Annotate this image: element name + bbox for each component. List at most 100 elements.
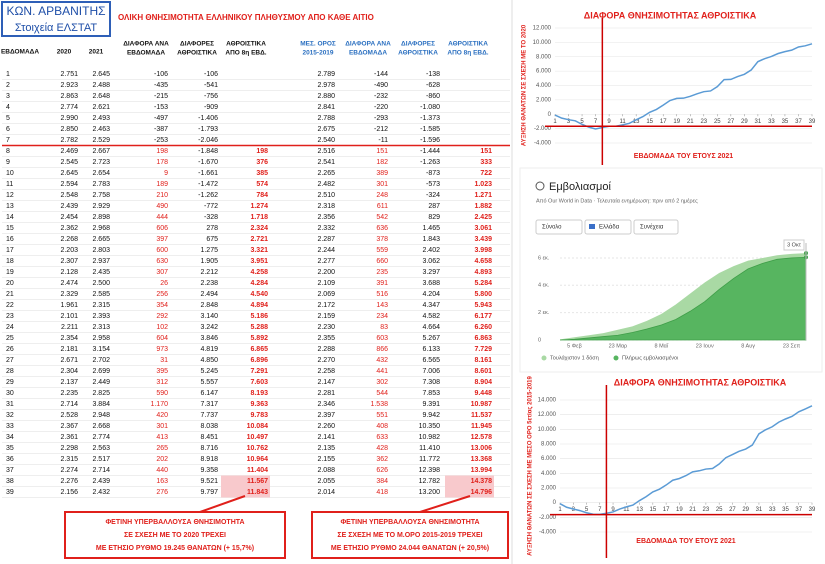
- cell: 2.329: [60, 291, 78, 298]
- cell: 2.648: [92, 93, 110, 100]
- cell: 13.994: [471, 467, 493, 474]
- tooltip-box: [783, 239, 805, 251]
- cell: 397: [156, 236, 168, 243]
- x-tick-label: 35: [782, 507, 789, 513]
- cell: 2.315: [60, 456, 78, 463]
- note-line: ΣΕ ΣΧΕΣΗ ΜΕ ΤΟ 2020 ΤΡΕΧΕΙ: [124, 532, 226, 539]
- cell: 606: [156, 225, 168, 232]
- column-header: ΑΘΡΟΙΣΤΙΚΑ: [177, 50, 217, 57]
- y-tick-label: 0: [548, 112, 552, 118]
- cell: 2.968: [92, 225, 110, 232]
- cell: 5.557: [200, 379, 218, 386]
- cell: 163: [156, 478, 168, 485]
- cell: 10.497: [247, 434, 269, 441]
- y-tick-label: 8.000: [541, 442, 557, 448]
- cell: 287: [428, 203, 440, 210]
- cell: 7.603: [250, 379, 268, 386]
- cell: 2.200: [317, 269, 335, 276]
- cell: 2.803: [92, 247, 110, 254]
- x-tick-label: 21: [687, 119, 694, 125]
- cell: 408: [376, 423, 388, 430]
- cell: 4.664: [422, 324, 440, 331]
- cell: 151: [480, 148, 492, 155]
- cell: 2.898: [92, 214, 110, 221]
- cell: 2.841: [317, 104, 335, 111]
- column-header: ΔΙΑΦΟΡΕΣ: [401, 41, 435, 48]
- column-header: ΔΙΑΦΟΡΑ ΑΝΑ: [123, 41, 169, 48]
- cell: 2.212: [200, 269, 218, 276]
- cell: 2.621: [92, 104, 110, 111]
- control[interactable]: [584, 219, 632, 235]
- cell: 10.350: [419, 423, 441, 430]
- cell: 2.281: [317, 390, 335, 397]
- y-tick-label: 4.000: [541, 471, 557, 477]
- cell: -1.263: [420, 159, 440, 166]
- cell: -1.472: [198, 181, 218, 188]
- x-tick-label: 5: [580, 119, 584, 125]
- x-tick-label: 7: [594, 119, 598, 125]
- y-tick-label: 2.000: [541, 486, 557, 492]
- cell: 2.493: [92, 115, 110, 122]
- cell: 14: [6, 214, 14, 221]
- cell: 2.362: [60, 225, 78, 232]
- cell: -106: [204, 71, 218, 78]
- note-line: ΜΕ ΕΤΗΣΙΟ ΡΥΘΜΟ 24.044 ΘΑΝΑΤΩΝ (+ 20,5%): [331, 545, 489, 552]
- cell: 11.410: [419, 445, 440, 452]
- cell: 441: [376, 368, 388, 375]
- cell: 6.865: [250, 346, 268, 353]
- cell: 603: [376, 335, 388, 342]
- cell: 378: [376, 236, 388, 243]
- cell: 10.762: [247, 445, 269, 452]
- cell: 11.537: [471, 412, 492, 419]
- control[interactable]: [535, 219, 583, 235]
- cell: 362: [376, 456, 388, 463]
- y-tick-label: 6 εκ.: [538, 255, 550, 261]
- cell: 8.161: [474, 357, 492, 364]
- cell: 5.892: [250, 335, 268, 342]
- author: ΚΩΝ. ΑΡΒΑΝΙΤΗΣ: [6, 4, 105, 18]
- cell: 28: [6, 368, 14, 375]
- cell: 10.982: [419, 434, 441, 441]
- note-line: ΣΕ ΣΧΕΣΗ ΜΕ ΤΟ Μ.ΟΡΟ 2015-2019 ΤΡΕΧΕΙ: [337, 532, 482, 539]
- cell: 6.133: [422, 346, 440, 353]
- cell: 8.038: [200, 423, 218, 430]
- cell: 2.702: [92, 357, 110, 364]
- cell: 9.521: [200, 478, 218, 485]
- cell: -1.406: [198, 115, 218, 122]
- cell: 1.274: [250, 203, 268, 210]
- cell: -324: [426, 192, 440, 199]
- cell: 333: [480, 159, 492, 166]
- cell: 2.668: [92, 423, 110, 430]
- cell: 551: [376, 412, 388, 419]
- cell: -1.670: [198, 159, 218, 166]
- cell: -860: [426, 93, 440, 100]
- cell: 2.298: [60, 445, 78, 452]
- x-tick-label: 31: [756, 507, 763, 513]
- cell: 5.800: [474, 291, 492, 298]
- cell: 2.774: [60, 104, 78, 111]
- cell: 2.361: [60, 434, 78, 441]
- cell: 21: [6, 291, 14, 298]
- y-tick-label: 6.000: [536, 69, 552, 75]
- cell: 2.863: [60, 93, 78, 100]
- x-tick-label: 39: [809, 507, 816, 513]
- cell: 235: [376, 269, 388, 276]
- cell: 2.268: [60, 236, 78, 243]
- cell: 6.565: [422, 357, 440, 364]
- cell: 2.645: [92, 71, 110, 78]
- y-axis-label: ΑΥΞΗΣΗ ΘΑΝΑΤΩΝ ΣΕ ΣΧΕΣΗ ΜΕ ΜΕΣΟ ΟΡΟ 5ετί…: [528, 375, 534, 555]
- cell: 10: [6, 170, 14, 177]
- cell: 2.751: [60, 71, 78, 78]
- cell: 2.585: [92, 291, 110, 298]
- cell: -1.596: [420, 137, 440, 144]
- column-header: ΑΘΡΟΙΣΤΙΚΑ: [226, 41, 266, 48]
- cell: 2.367: [60, 423, 78, 430]
- control[interactable]: [633, 219, 679, 235]
- x-tick-label: 25: [714, 119, 721, 125]
- cell: 20: [6, 280, 14, 287]
- note-line: ΦΕΤΙΝΗ ΥΠΕΡΒΑΛΛΟΥΣΑ ΘΝΗΣΙΜΟΤΗΤΑ: [340, 519, 479, 526]
- cell: 7.729: [474, 346, 492, 353]
- cell: 4.204: [422, 291, 440, 298]
- cell: 1.538: [370, 401, 388, 408]
- x-tick-label: 37: [795, 507, 802, 513]
